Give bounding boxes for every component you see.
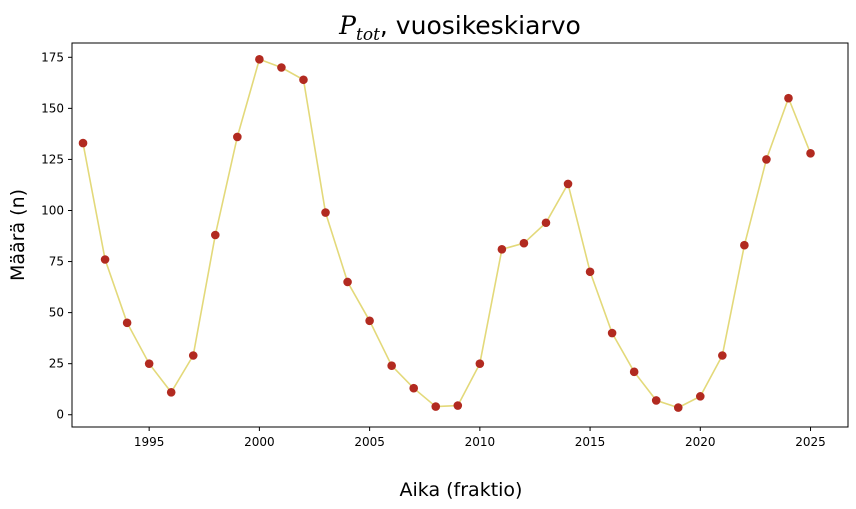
data-point	[365, 316, 374, 326]
data-point	[762, 155, 771, 164]
x-tick-label: 2025	[795, 435, 826, 449]
y-tick-label: 125	[41, 152, 64, 166]
series-line	[82, 58, 812, 409]
data-point	[806, 148, 815, 158]
data-point	[740, 240, 749, 250]
data-point	[255, 55, 264, 64]
y-tick-label: 0	[56, 408, 64, 422]
x-tick-label: 2010	[465, 435, 496, 449]
plot-area: 1995 2000 2005 2010 2015 2020 2025 0 25 50 75 100 12…	[41, 42, 849, 449]
y-tick-label: 150	[41, 101, 64, 115]
data-point	[233, 132, 242, 142]
data-point	[431, 402, 441, 411]
data-point	[210, 230, 220, 240]
y-tick-label: 100	[41, 203, 64, 217]
x-tick-label: 2005	[354, 435, 385, 449]
data-point	[321, 208, 330, 217]
data-point	[343, 277, 352, 287]
y-axis-label: Määrä (n)	[7, 189, 29, 281]
y-tick-label: 75	[49, 255, 64, 269]
data-point	[519, 238, 529, 248]
data-point	[541, 218, 551, 228]
data-point	[585, 267, 595, 277]
y-tick-label: 25	[49, 357, 64, 371]
x-axis-label: Aika (fraktio)	[400, 479, 523, 501]
data-point	[784, 93, 793, 103]
data-point	[673, 403, 683, 412]
data-point	[475, 359, 485, 368]
data-point	[695, 392, 705, 401]
data-point	[387, 361, 396, 371]
data-point	[453, 401, 463, 410]
y-tick-label: 50	[49, 306, 64, 320]
data-point	[718, 351, 727, 360]
data-point	[563, 179, 573, 189]
data-point	[497, 244, 507, 254]
chart-title-main: P	[338, 11, 357, 40]
data-point	[122, 318, 132, 328]
x-tick-label: 1995	[134, 435, 165, 449]
data-point	[299, 75, 308, 85]
data-point	[78, 138, 88, 148]
data-point	[409, 383, 419, 393]
data-point	[607, 328, 617, 338]
data-point	[166, 387, 176, 397]
data-point	[188, 351, 198, 360]
chart-title-rest: , vuosikeskiarvo	[380, 11, 581, 40]
x-tick-label: 2000	[244, 435, 275, 449]
x-tick-label: 2015	[575, 435, 606, 449]
data-point	[629, 367, 639, 377]
chart-title-sub: tot	[356, 25, 380, 45]
data-point	[100, 255, 110, 264]
data-point	[144, 359, 154, 368]
chart-title: Ptot, vuosikeskiarvo	[338, 11, 581, 45]
x-tick-label: 2020	[685, 435, 716, 449]
data-point	[651, 396, 661, 405]
y-tick-label: 175	[41, 50, 64, 64]
data-point	[277, 63, 286, 72]
plot-frame	[71, 42, 849, 428]
